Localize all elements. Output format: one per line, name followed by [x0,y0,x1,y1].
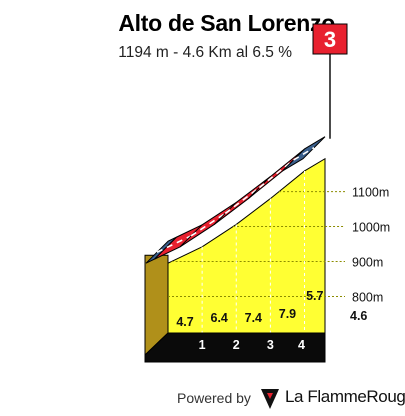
elevation-gridlines [168,191,345,297]
profile-fill [167,157,326,334]
category-flag: 3 [312,23,348,139]
gradient-label: 4.7 [176,315,193,329]
km-label: 1 [199,338,206,352]
elevation-tick-label: 1000m [352,221,390,235]
km-label: 4 [298,338,305,352]
footer: Powered by La FlammeRouge [174,386,405,412]
road-centre-line [293,147,315,161]
category-badge [312,23,348,55]
road-centre-line [258,159,295,189]
road-surface [145,136,326,264]
flamme-rouge-logo-icon [261,389,279,409]
elevation-tick-label: 1100m [352,186,389,200]
distance-base-bar [144,332,326,363]
km-label: 2 [233,338,240,352]
elevation-tick-label: 900m [352,255,383,269]
chart-subtitle: 1194 m - 4.6 Km al 6.5 % [118,44,292,61]
chart-title: Alto de San Lorenzo [118,10,335,36]
gradient-label: 7.9 [279,307,296,321]
powered-by-text: Powered by [177,390,251,406]
gradient-label: 7.4 [245,311,262,325]
brand-name: La FlammeRouge [285,387,405,406]
chart-labels: 800m 900m 1000m 1100m 4.7 6.4 7.4 7.9 5.7 1 2 3 4 4.6 [176,186,390,352]
total-distance-label: 4.6 [350,309,367,323]
km-label: 3 [267,338,274,352]
category-badge-text: 3 [324,27,336,52]
km-dividers [201,170,306,333]
elevation-tick-label: 800m [352,290,383,304]
gradient-label: 6.4 [211,311,228,325]
road-centre-line [224,186,260,215]
distance-base [144,332,326,363]
profile-fill-polygon [167,157,326,334]
road-centre-line [190,212,226,237]
gradient-label: 5.7 [306,289,323,303]
climb-profile-chart: 800m 900m 1000m 1100m 4.7 6.4 7.4 7.9 5.7 1 2 3 4 4.6… [144,23,390,363]
